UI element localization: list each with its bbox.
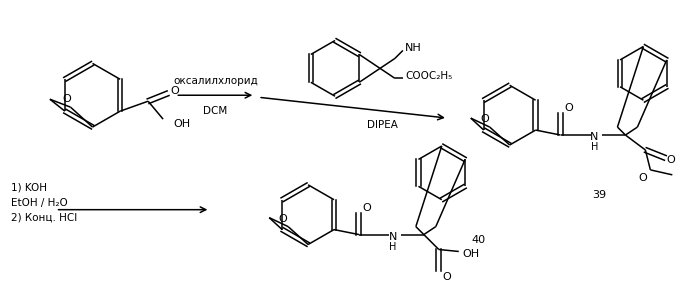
Text: O: O — [363, 203, 371, 213]
Text: O: O — [442, 272, 451, 282]
Text: оксалилхлорид: оксалилхлорид — [173, 76, 258, 86]
Text: OH: OH — [173, 119, 190, 129]
Text: EtOH / H₂O: EtOH / H₂O — [10, 198, 67, 208]
Text: O: O — [638, 173, 647, 183]
Text: 39: 39 — [593, 190, 607, 200]
Text: O: O — [62, 94, 71, 104]
Text: OH: OH — [463, 249, 480, 259]
Text: DIPEA: DIPEA — [368, 120, 398, 130]
Text: H: H — [389, 242, 396, 251]
Text: O: O — [666, 155, 675, 165]
Text: O: O — [480, 114, 489, 124]
Text: NH: NH — [405, 43, 421, 54]
Text: 2) Конц. HCl: 2) Конц. HCl — [10, 213, 77, 223]
Text: COOC₂H₅: COOC₂H₅ — [405, 71, 452, 81]
Text: 1) KOH: 1) KOH — [10, 183, 47, 193]
Text: DCM: DCM — [203, 106, 227, 116]
Text: O: O — [564, 103, 573, 113]
Text: H: H — [591, 142, 598, 152]
Text: O: O — [171, 86, 180, 96]
Text: N: N — [389, 232, 397, 242]
Text: 40: 40 — [472, 234, 486, 245]
Text: N: N — [591, 132, 598, 142]
Text: O: O — [279, 214, 287, 224]
